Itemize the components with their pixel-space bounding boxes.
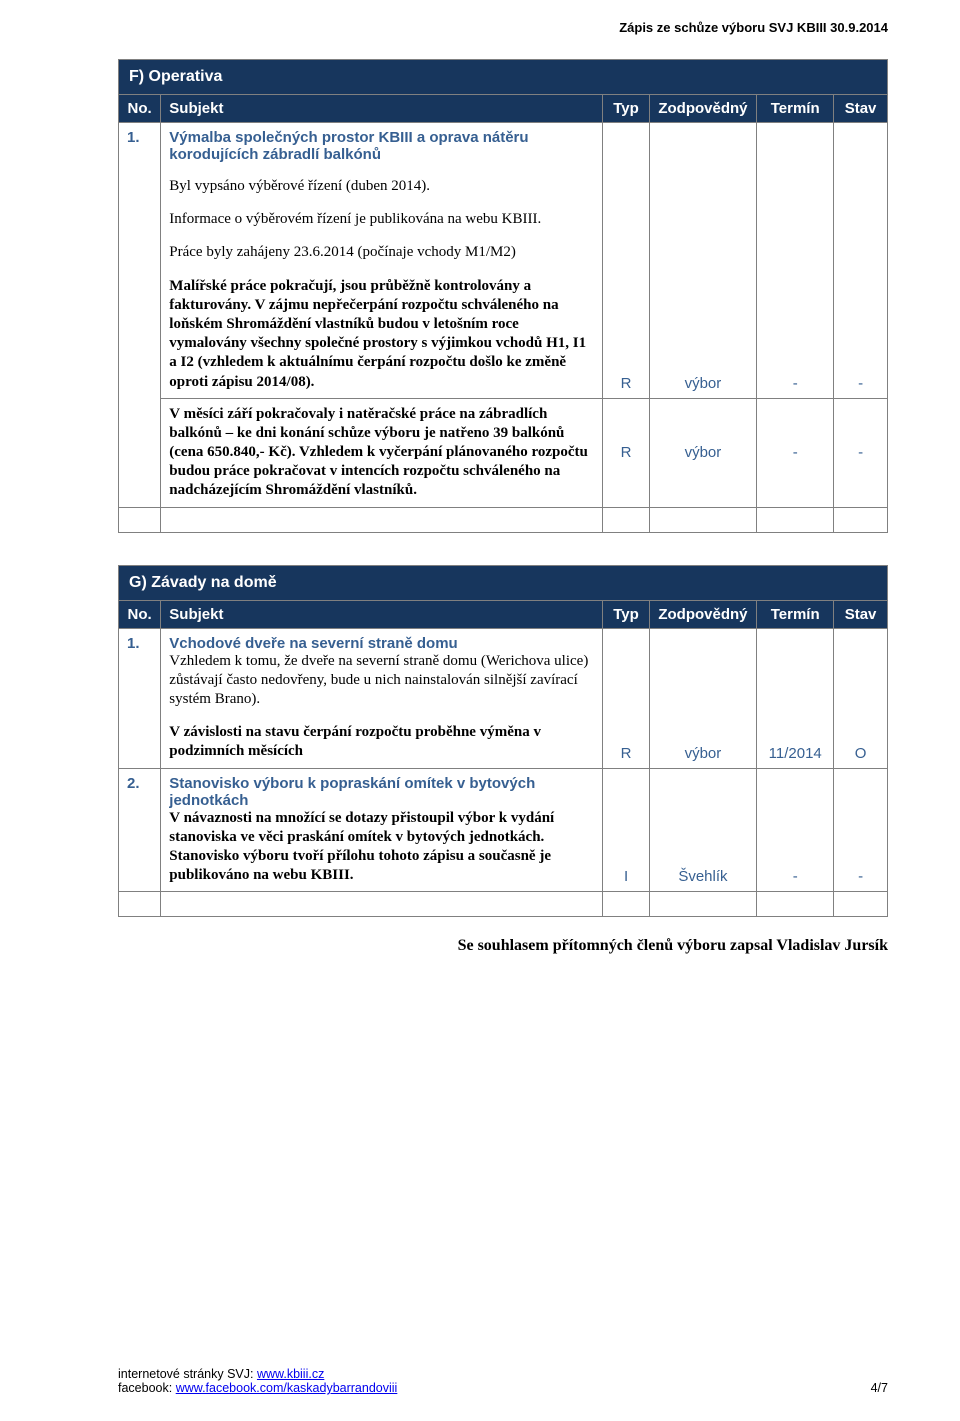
- cell-typ: R: [603, 398, 649, 507]
- cell-typ: R: [603, 123, 649, 399]
- cell-zodp: výbor: [649, 398, 757, 507]
- paragraph: Informace o výběrovém řízení je publikov…: [169, 210, 594, 229]
- document-header-right: Zápis ze schůze výboru SVJ KBIII 30.9.20…: [118, 20, 888, 35]
- table-row: 1. Vchodové dveře na severní straně domu…: [119, 628, 888, 768]
- section-f-table: F) Operativa No. Subjekt Typ Zodpovědný …: [118, 59, 888, 533]
- footer-label-1: internetové stránky SVJ:: [118, 1367, 257, 1381]
- table-row: [119, 892, 888, 917]
- paragraph-bold: V návaznosti na množící se dotazy přisto…: [169, 809, 594, 886]
- row-title: Vchodové dveře na severní straně domu: [169, 635, 594, 652]
- cell-typ: I: [603, 768, 649, 892]
- col-no: No.: [119, 600, 161, 628]
- section-g-title: G) Závady na domě: [119, 565, 888, 600]
- row-title: Výmalba společných prostor KBIII a oprav…: [169, 129, 594, 163]
- approval-line: Se souhlasem přítomných členů výboru zap…: [118, 937, 888, 955]
- cell-termin: -: [757, 398, 834, 507]
- table-row: [119, 507, 888, 532]
- row-subject-cell: Výmalba společných prostor KBIII a oprav…: [161, 123, 603, 399]
- row-subject-cell: Stanovisko výboru k popraskání omítek v …: [161, 768, 603, 892]
- row-number: 1.: [119, 628, 161, 768]
- col-subjekt: Subjekt: [161, 95, 603, 123]
- col-no: No.: [119, 95, 161, 123]
- footer-label-2: facebook:: [118, 1381, 176, 1395]
- page-footer: internetové stránky SVJ: www.kbiii.cz fa…: [118, 1367, 888, 1395]
- footer-link-1[interactable]: www.kbiii.cz: [257, 1367, 324, 1381]
- paragraph: Byl vypsáno výběrové řízení (duben 2014)…: [169, 177, 594, 196]
- cell-termin: 11/2014: [757, 628, 834, 768]
- page-number: 4/7: [871, 1381, 888, 1395]
- section-g-table: G) Závady na domě No. Subjekt Typ Zodpov…: [118, 565, 888, 918]
- paragraph-bold: V závislosti na stavu čerpání rozpočtu p…: [169, 723, 594, 761]
- col-termin: Termín: [757, 95, 834, 123]
- paragraph: Práce byly zahájeny 23.6.2014 (počínaje …: [169, 243, 594, 262]
- footer-link-2[interactable]: www.facebook.com/kaskadybarrandoviii: [176, 1381, 398, 1395]
- cell-zodp: výbor: [649, 628, 757, 768]
- cell-stav: -: [834, 123, 888, 399]
- cell-typ: R: [603, 628, 649, 768]
- section-f-title: F) Operativa: [119, 60, 888, 95]
- paragraph-bold: V měsíci září pokračovaly i natěračské p…: [169, 405, 594, 501]
- cell-stav: -: [834, 768, 888, 892]
- row-subject-cell: V měsíci září pokračovaly i natěračské p…: [161, 398, 603, 507]
- col-zodp: Zodpovědný: [649, 95, 757, 123]
- cell-termin: -: [757, 123, 834, 399]
- col-typ: Typ: [603, 600, 649, 628]
- table-row: V měsíci září pokračovaly i natěračské p…: [119, 398, 888, 507]
- row-title: Stanovisko výboru k popraskání omítek v …: [169, 775, 594, 809]
- row-number: 1.: [119, 123, 161, 508]
- cell-zodp: výbor: [649, 123, 757, 399]
- cell-stav: -: [834, 398, 888, 507]
- table-row: 2. Stanovisko výboru k popraskání omítek…: [119, 768, 888, 892]
- col-stav: Stav: [834, 600, 888, 628]
- cell-termin: -: [757, 768, 834, 892]
- paragraph-bold: Malířské práce pokračují, jsou průběžně …: [169, 277, 594, 392]
- col-subjekt: Subjekt: [161, 600, 603, 628]
- col-stav: Stav: [834, 95, 888, 123]
- col-typ: Typ: [603, 95, 649, 123]
- cell-stav: O: [834, 628, 888, 768]
- col-termin: Termín: [757, 600, 834, 628]
- paragraph: Vzhledem k tomu, že dveře na severní str…: [169, 652, 594, 710]
- table-row: 1. Výmalba společných prostor KBIII a op…: [119, 123, 888, 399]
- row-subject-cell: Vchodové dveře na severní straně domu Vz…: [161, 628, 603, 768]
- cell-zodp: Švehlík: [649, 768, 757, 892]
- row-number: 2.: [119, 768, 161, 892]
- col-zodp: Zodpovědný: [649, 600, 757, 628]
